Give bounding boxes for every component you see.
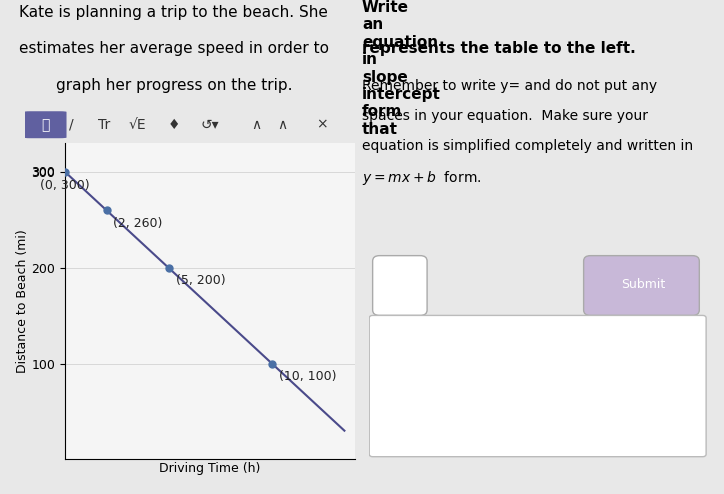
Text: 300: 300 [31,165,55,178]
Text: (0, 300): (0, 300) [40,179,90,192]
Text: $y = mx + b$  form.: $y = mx + b$ form. [362,169,481,187]
X-axis label: Driving Time (h): Driving Time (h) [159,462,261,475]
Text: (10, 100): (10, 100) [279,370,337,383]
Text: √E: √E [129,118,146,132]
FancyBboxPatch shape [584,255,699,315]
Text: ×: × [316,118,328,132]
FancyBboxPatch shape [369,315,706,456]
Text: graph her progress on the trip.: graph her progress on the trip. [56,78,292,93]
Text: Kate is planning a trip to the beach. She: Kate is planning a trip to the beach. Sh… [20,5,328,20]
Y-axis label: Distance to Beach (mi): Distance to Beach (mi) [16,230,29,373]
FancyBboxPatch shape [373,255,427,315]
FancyBboxPatch shape [24,111,67,138]
Text: ⧸: ⧸ [41,118,49,132]
Text: (2, 260): (2, 260) [114,217,163,230]
Text: (5, 200): (5, 200) [175,275,225,288]
Text: equation is simplified completely and written in: equation is simplified completely and wr… [362,139,693,153]
Text: ∧: ∧ [251,118,261,132]
Text: ∧: ∧ [277,118,287,132]
Text: /: / [70,118,74,132]
Text: Write an equation in slope intercept form that: Write an equation in slope intercept for… [362,0,441,137]
Text: Tr: Tr [98,118,111,132]
Text: Submit: Submit [621,278,665,290]
Text: estimates her average speed in order to: estimates her average speed in order to [19,41,329,56]
Text: ♦: ♦ [167,118,180,132]
Text: represents the table to the left.: represents the table to the left. [362,41,636,56]
Text: Remember to write y= and do not put any: Remember to write y= and do not put any [362,79,657,93]
Text: spaces in your equation.  Make sure your: spaces in your equation. Make sure your [362,109,648,123]
Text: ↺▾: ↺▾ [201,118,219,132]
